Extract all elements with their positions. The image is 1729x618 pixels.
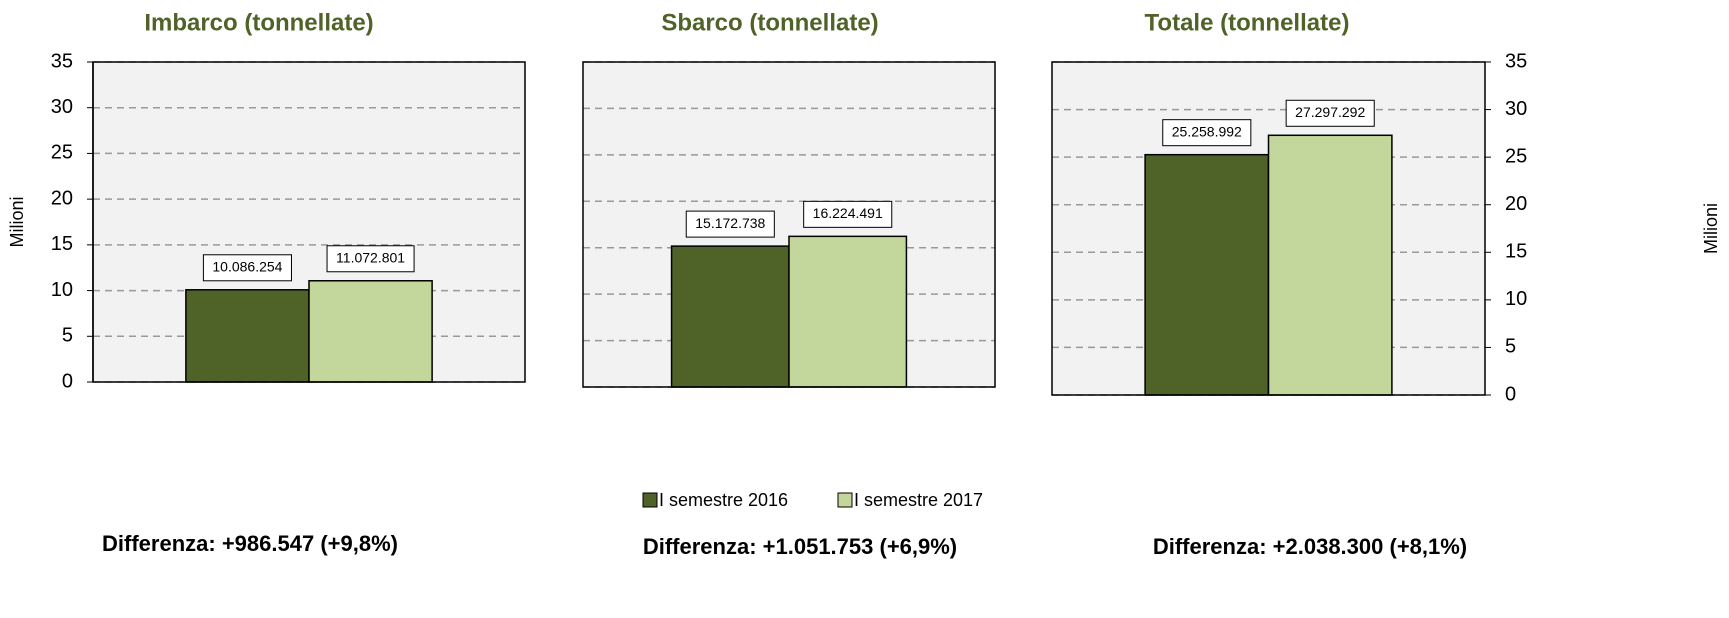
value-label: 10.086.254 — [212, 258, 282, 274]
y-tick-label: 15 — [1505, 241, 1527, 263]
value-label-box — [685, 210, 775, 238]
chart-title: Totale (tonnellate) — [1145, 9, 1350, 36]
value-label-box — [1162, 119, 1252, 147]
value-label-box — [803, 200, 893, 228]
annotation: Differenza: +1.051.753 (+6,9%) — [643, 534, 957, 559]
bar — [1267, 134, 1393, 396]
y-tick-label: 35 — [1505, 50, 1527, 72]
y-tick-label: 10 — [51, 279, 73, 301]
y-tick-label: 35 — [51, 50, 73, 72]
y-tick-label: 5 — [1505, 336, 1516, 358]
y-tick-label: 30 — [51, 96, 73, 118]
legend-swatch — [837, 492, 853, 508]
y-tick-label: 10 — [1505, 288, 1527, 310]
bar — [670, 245, 790, 388]
y-axis-label: Milioni — [7, 196, 27, 247]
annotation: Differenza: +2.038.300 (+8,1%) — [1153, 534, 1467, 559]
value-label: 15.172.738 — [695, 215, 765, 231]
y-tick-label: 25 — [51, 142, 73, 164]
bar — [788, 235, 908, 388]
y-tick-label: 0 — [1505, 383, 1516, 405]
y-tick-label: 20 — [51, 187, 73, 209]
bar — [185, 289, 310, 383]
y-axis-label: Milioni — [1701, 203, 1721, 254]
bar — [1144, 153, 1270, 396]
y-tick-label: 25 — [1505, 145, 1527, 167]
value-label-box — [326, 245, 415, 273]
chart-title: Imbarco (tonnellate) — [144, 9, 373, 36]
y-tick-label: 20 — [1505, 193, 1527, 215]
value-label-box — [202, 254, 292, 282]
y-tick-label: 15 — [51, 233, 73, 255]
legend-label: I semestre 2016 — [659, 490, 788, 510]
chart-title: Sbarco (tonnellate) — [661, 9, 878, 36]
legend-swatch — [642, 492, 658, 508]
bar — [308, 280, 433, 383]
y-tick-label: 5 — [62, 325, 73, 347]
plot-border — [1051, 61, 1486, 396]
value-label: 11.072.801 — [336, 249, 405, 265]
value-label: 16.224.491 — [813, 205, 883, 221]
value-label: 25.258.992 — [1172, 123, 1242, 139]
annotation: Differenza: +986.547 (+9,8%) — [102, 531, 398, 556]
value-label-box — [1285, 99, 1375, 127]
value-label: 27.297.292 — [1295, 104, 1365, 120]
y-tick-label: 30 — [1505, 98, 1527, 120]
y-tick-label: 0 — [62, 370, 73, 392]
legend-label: I semestre 2017 — [854, 490, 983, 510]
plot-border — [582, 61, 996, 388]
